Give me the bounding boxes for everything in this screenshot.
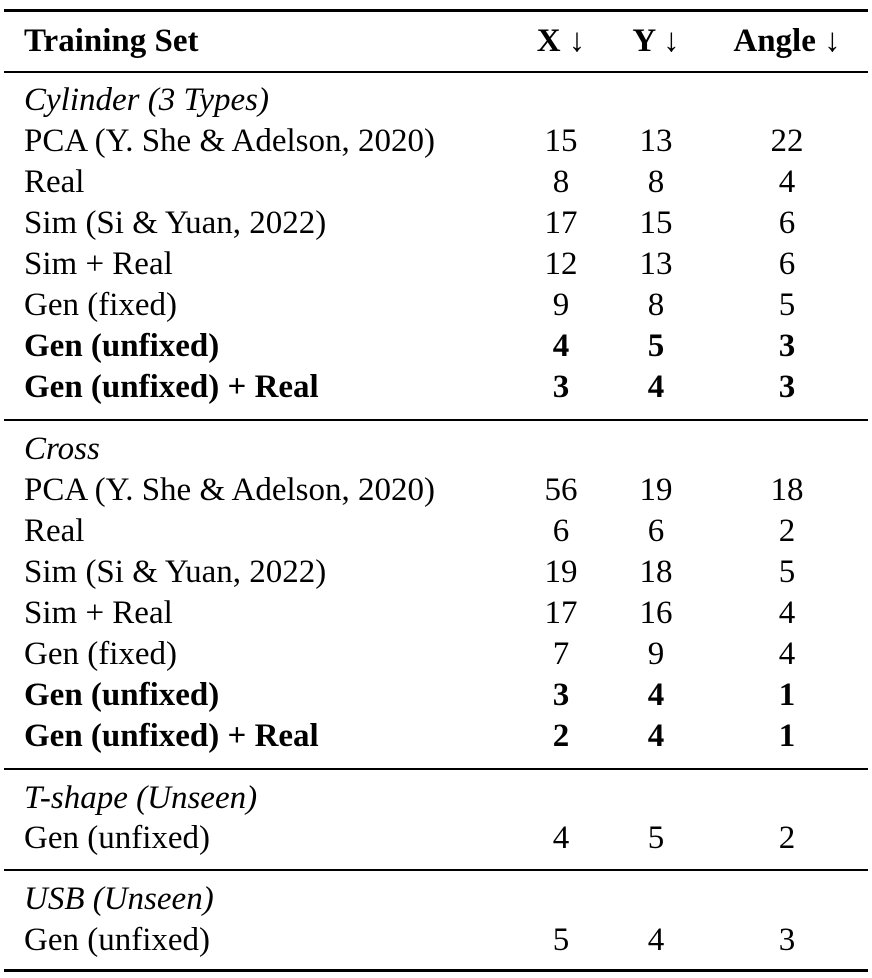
table-row: Gen (unfixed) 4 5 3 [24, 328, 796, 364]
table-row: Gen (unfixed) + Real 3 4 3 [24, 369, 796, 405]
table-row: Gen (unfixed) 5 4 3 [24, 922, 796, 958]
section-title-cross: Cross [24, 431, 100, 467]
section-rule [4, 869, 868, 871]
header-training-set: Training Set [24, 23, 199, 59]
section-title-usb: USB (Unseen) [24, 881, 214, 917]
table-bottom-rule [4, 969, 868, 972]
table-row: Gen (unfixed) + Real 2 4 1 [24, 718, 796, 754]
table-row: Real 6 6 2 [24, 513, 796, 549]
header-rule [4, 71, 868, 73]
table-row: Gen (fixed) 9 8 5 [24, 287, 796, 323]
table-row: Sim (Si & Yuan, 2022) 17 15 6 [24, 205, 796, 241]
section-title-cylinder: Cylinder (3 Types) [24, 82, 270, 118]
table-row: Sim + Real 12 13 6 [24, 246, 796, 282]
table-row: Sim (Si & Yuan, 2022) 19 18 5 [24, 554, 796, 590]
section-title-t-shape: T-shape (Unseen) [24, 780, 258, 816]
table-row: PCA (Y. She & Adelson, 2020) 56 19 18 [24, 472, 804, 508]
table-top-rule [4, 9, 868, 12]
section-rule [4, 768, 868, 770]
header-x: X ↓ [536, 23, 586, 59]
section-rule [4, 419, 868, 421]
table-header-row: Training Set X ↓ Y ↓ Angle ↓ [0, 21, 872, 62]
table-row: Gen (fixed) 7 9 4 [24, 636, 796, 672]
table-row: Real 8 8 4 [24, 164, 796, 200]
table-row: PCA (Y. She & Adelson, 2020) 15 13 22 [24, 123, 804, 159]
table-row: Gen (unfixed) 3 4 1 [24, 677, 796, 713]
table-row: Sim + Real 17 16 4 [24, 595, 796, 631]
header-angle: Angle ↓ [733, 23, 841, 59]
table-row: Gen (unfixed) 4 5 2 [24, 820, 796, 856]
header-y: Y ↓ [632, 23, 680, 59]
